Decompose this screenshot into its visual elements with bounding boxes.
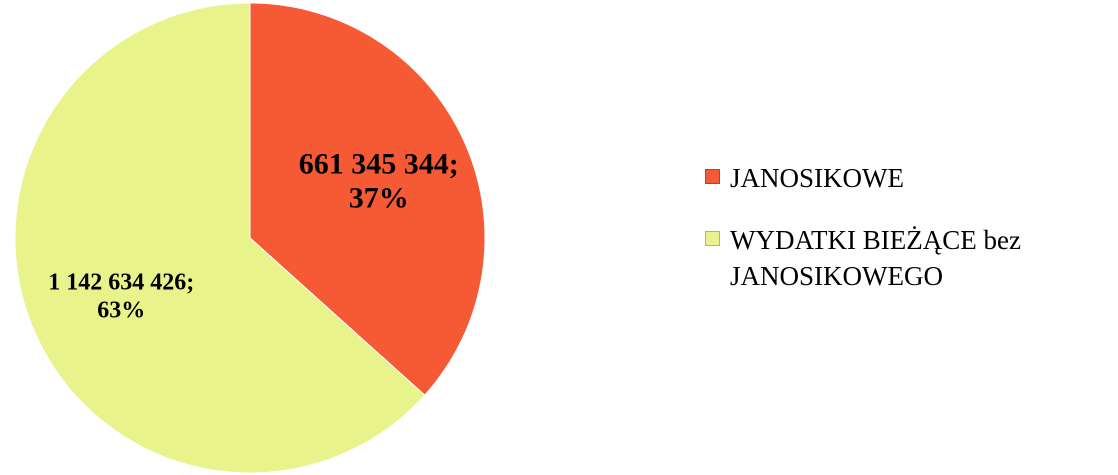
pie-slice	[249, 2, 486, 396]
legend-label: JANOSIKOWE	[730, 163, 904, 193]
legend-label: WYDATKI BIEŻĄCE bez JANOSIKOWEGO	[730, 225, 1021, 291]
legend-item: JANOSIKOWE	[705, 160, 1105, 196]
legend-item: WYDATKI BIEŻĄCE bez JANOSIKOWEGO	[705, 222, 1105, 294]
legend: JANOSIKOWE WYDATKI BIEŻĄCE bez JANOSIKOWE…	[705, 160, 1105, 320]
data-label: 661 345 344; 37%	[299, 148, 459, 215]
data-label: 1 142 634 426; 63%	[48, 269, 194, 323]
legend-swatch	[705, 231, 720, 246]
legend-swatch	[705, 169, 720, 184]
pie-slice	[14, 2, 426, 474]
